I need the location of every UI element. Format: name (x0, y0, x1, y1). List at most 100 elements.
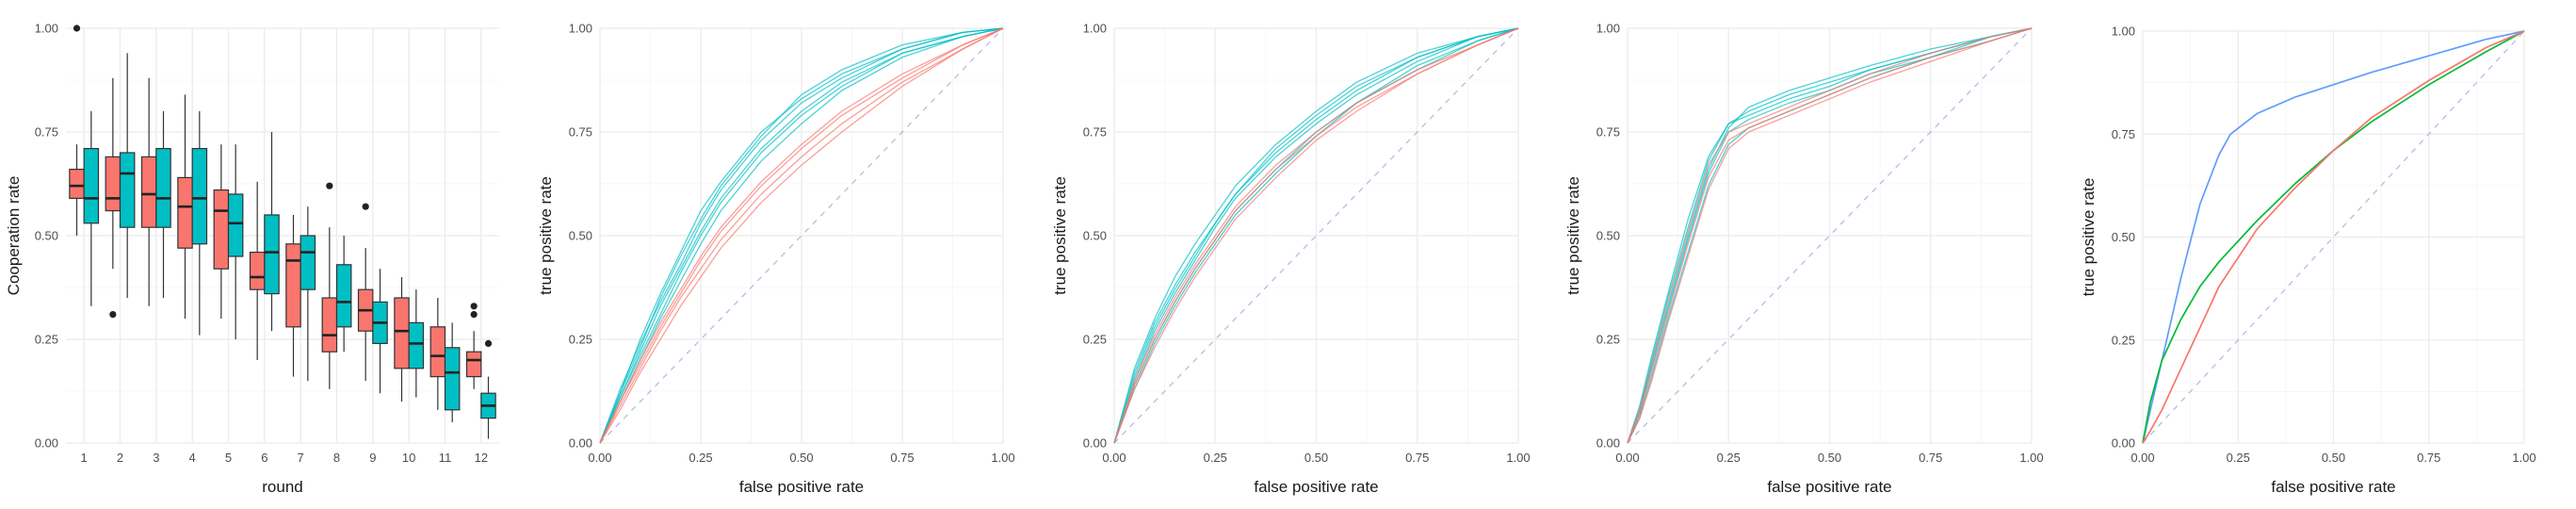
x-axis-title: false positive rate (2271, 478, 2395, 496)
y-tick-label: 0.50 (1596, 229, 1620, 243)
x-tick-label: 0.75 (2417, 451, 2440, 465)
y-tick-label: 0.75 (569, 125, 592, 140)
x-tick-label: 0.75 (1405, 451, 1429, 465)
box-teal-round-11 (444, 322, 461, 422)
roc-curve-red-7 (1627, 27, 2033, 444)
grid (2142, 30, 2525, 444)
box-red-round-3 (140, 77, 157, 306)
x-tick-label: 0.25 (1204, 451, 1227, 465)
roc-curve-teal-2 (1113, 27, 1519, 444)
box-body (191, 148, 208, 245)
y-tick-label: 0.25 (569, 333, 592, 347)
outlier-point (326, 182, 333, 189)
y-tick-label: 1.00 (35, 22, 58, 36)
x-tick-label: 1.00 (1506, 451, 1530, 465)
box-teal-round-8 (335, 236, 352, 353)
chart-panel-5: 0.00 0.25 0.50 0.75 1.00 0.00 0.25 0.50 0.75 1.00… (2080, 25, 2536, 497)
box-red-round-9 (357, 203, 374, 381)
box-red-round-8 (321, 182, 338, 389)
grid (1627, 27, 2033, 444)
x-tick-label: 3 (153, 451, 159, 465)
x-tick-label: 2 (117, 451, 123, 465)
x-tick-label: 0.25 (1717, 451, 1741, 465)
y-axis-title: true positive rate (2080, 178, 2098, 297)
box-body (429, 326, 446, 378)
box-body (105, 156, 122, 212)
y-tick-label: 0.50 (569, 229, 592, 243)
roc-curve-red-3 (2142, 30, 2525, 444)
x-tick-label: 8 (333, 451, 340, 465)
x-tick-label: 12 (475, 451, 488, 465)
x-tick-label: 0.00 (2130, 451, 2154, 465)
x-tick-label: 9 (369, 451, 376, 465)
y-tick-label: 1.00 (1596, 22, 1620, 36)
roc-curve-red-7 (1113, 27, 1519, 444)
chart-panel-1: 0.000.250.500.751.001 2 3 4 5 6 7 8 9 10 11 12round… (5, 22, 499, 496)
box-body (335, 264, 352, 328)
box-body (444, 347, 461, 411)
box-body (300, 235, 316, 290)
x-tick-label: 1.00 (991, 451, 1014, 465)
y-tick-label: 0.50 (2112, 230, 2135, 244)
roc-curve-red-9 (1113, 27, 1519, 444)
y-tick-label: 0.50 (1083, 229, 1107, 243)
box-red-round-10 (394, 277, 410, 402)
roc-curve-teal-3 (599, 27, 1004, 444)
box-teal-round-3 (155, 111, 171, 298)
box-red-round-6 (249, 181, 266, 360)
x-tick-label: 1.00 (2019, 451, 2043, 465)
roc-curve-teal-2 (1627, 27, 2033, 444)
roc-curve-red-7 (599, 27, 1004, 444)
x-axis-title: round (262, 478, 302, 496)
x-tick-label: 1.00 (2512, 451, 2535, 465)
chart-panel-4: 0.00 0.25 0.50 0.75 1.00 0.00 0.25 0.50 0.75 1.00… (1564, 22, 2044, 497)
x-tick-label: 0.50 (789, 451, 813, 465)
x-tick-label: 0.25 (689, 451, 712, 465)
x-tick-label: 4 (189, 451, 196, 465)
y-tick-label: 0.25 (1083, 333, 1107, 347)
x-tick-label: 0.00 (1615, 451, 1639, 465)
box-red-round-4 (177, 94, 193, 319)
x-tick-label: 11 (439, 451, 452, 465)
box-body (321, 297, 338, 353)
y-tick-label: 0.75 (1083, 125, 1107, 140)
grid (1113, 27, 1519, 444)
box-red-round-12 (465, 303, 482, 389)
grid (599, 27, 1004, 444)
roc-curve-teal-5 (599, 27, 1004, 444)
box-teal-round-2 (119, 53, 136, 298)
y-tick-label: 0.00 (1083, 436, 1107, 451)
box-teal-round-6 (264, 132, 280, 332)
grid (66, 27, 499, 444)
chart-panel-2: 0.00 0.25 0.50 0.75 1.00 0.00 0.25 0.50 0.75 1.00… (537, 22, 1015, 497)
box-teal-round-4 (191, 111, 208, 336)
roc-curve-teal-5 (1113, 27, 1519, 444)
x-tick-label: 0.00 (588, 451, 611, 465)
x-tick-label: 0.00 (1102, 451, 1126, 465)
box-body (408, 321, 425, 369)
box-body (155, 148, 171, 228)
y-tick-label: 0.00 (2112, 436, 2135, 451)
outlier-point (73, 25, 81, 32)
y-tick-label: 1.00 (1083, 22, 1107, 36)
roc-curve-red-6 (1627, 27, 2033, 444)
y-axis-title: true positive rate (1051, 176, 1069, 295)
outlier-point (470, 303, 478, 310)
box-body (465, 351, 482, 378)
box-body (227, 193, 244, 257)
x-tick-label: 0.25 (2227, 451, 2250, 465)
box-body (285, 243, 301, 328)
x-axis-title: false positive rate (739, 478, 864, 496)
x-tick-label: 5 (225, 451, 232, 465)
y-tick-label: 0.00 (569, 436, 592, 451)
y-tick-label: 0.75 (2112, 127, 2135, 141)
x-tick-label: 1 (81, 451, 88, 465)
outlier-point (362, 203, 369, 210)
roc-curve-red-9 (599, 27, 1004, 444)
x-tick-label: 0.50 (2322, 451, 2345, 465)
roc-curve-red-8 (1627, 27, 2033, 444)
diagonal-reference-line (2142, 30, 2525, 444)
roc-curve-teal-3 (1113, 27, 1519, 444)
box-red-round-5 (213, 144, 230, 319)
chart-panel-3: 0.00 0.25 0.50 0.75 1.00 0.00 0.25 0.50 0.75 1.00… (1051, 22, 1531, 497)
